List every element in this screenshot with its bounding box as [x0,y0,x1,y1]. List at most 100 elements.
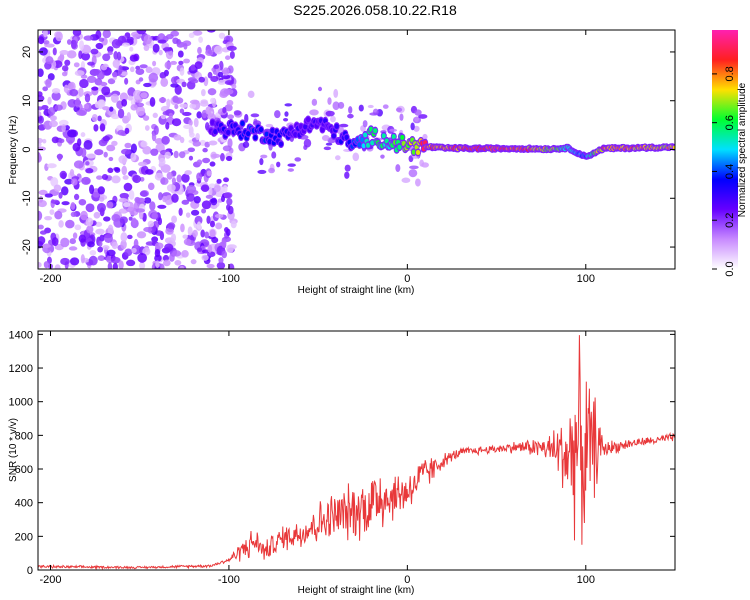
noise-speckle [66,50,77,59]
noise-speckle [61,71,68,77]
noise-speckle [51,237,59,247]
noise-speckle [38,106,44,111]
noise-speckle [123,202,131,208]
noise-speckle [120,232,128,242]
noise-speckle [135,102,145,108]
noise-speckle [90,48,99,55]
noise-speckle [80,254,85,264]
noise-speckle [38,195,43,203]
noise-speckle [118,64,123,75]
noise-speckle [58,192,63,199]
noise-speckle [181,249,189,258]
y-tick-label: 1000 [9,397,33,409]
noise-speckle [380,154,385,159]
noise-speckle [72,142,81,152]
noise-speckle [80,132,86,138]
y-tick-label: 600 [15,464,33,476]
noise-speckle [125,259,136,267]
noise-speckle [199,139,207,147]
noise-speckle [96,71,105,80]
noise-speckle [160,177,169,185]
noise-speckle [59,49,69,55]
noise-speckle [47,107,56,116]
ridge-core [368,126,374,132]
noise-speckle [38,94,45,102]
noise-speckle [70,39,77,49]
noise-speckle [221,239,227,248]
noise-speckle [45,78,52,88]
noise-speckle [158,157,166,167]
noise-speckle [93,124,99,132]
noise-speckle [86,75,97,84]
noise-speckle [133,89,143,100]
ridge-core [400,134,405,141]
noise-speckle [171,118,182,127]
colorbar-tick-label: 0.6 [724,115,736,130]
noise-speckle [205,194,213,199]
noise-speckle [382,104,389,109]
noise-speckle [418,114,428,119]
noise-speckle [103,216,111,222]
y-tick-label: 400 [15,498,33,510]
noise-speckle [358,104,364,112]
noise-speckle [222,67,230,76]
noise-speckle [159,263,165,269]
noise-speckle [206,30,216,33]
noise-speckle [190,259,197,265]
noise-speckle [399,113,404,121]
noise-speckle [321,134,330,142]
noise-speckle [217,71,224,78]
ridge-core [305,116,311,123]
noise-speckle [207,113,216,120]
noise-speckle [143,227,153,233]
noise-speckle [166,171,173,180]
ridge-core [357,142,362,148]
noise-speckle [107,167,114,174]
noise-speckle [222,145,232,152]
noise-speckle [97,255,106,262]
noise-speckle [97,186,105,195]
noise-speckle [347,113,354,119]
noise-speckle [152,43,160,53]
noise-speckle [268,167,276,174]
noise-speckle [192,30,203,36]
snr-x-label: Height of straight line (km) [298,585,415,596]
noise-speckle [207,71,213,79]
noise-speckle [111,175,121,184]
ridge-core [278,141,284,147]
noise-speckle [352,152,360,162]
noise-speckle [225,155,233,162]
noise-speckle [325,110,335,117]
noise-speckle [192,140,202,147]
spectrogram-x-label: Height of straight line (km) [298,285,415,296]
noise-speckle [189,103,197,109]
noise-speckle [129,54,139,62]
noise-speckle [257,169,267,174]
noise-speckle [83,139,93,150]
ridge-core [411,149,416,155]
noise-speckle [86,153,96,159]
noise-speckle [175,97,184,104]
noise-speckle [208,186,213,197]
ridge-core [210,119,215,126]
ridge-core [331,133,337,139]
noise-speckle [327,97,332,105]
noise-speckle [179,265,185,269]
y-tick-label: 1400 [9,329,33,341]
noise-speckle [58,220,64,228]
noise-speckle [207,251,216,258]
noise-speckle [45,56,54,65]
noise-speckle [180,223,185,233]
noise-speckle [58,119,69,127]
noise-speckle [129,66,135,73]
noise-speckle [311,98,318,106]
noise-speckle [230,220,237,229]
noise-speckle [213,184,221,193]
noise-speckle [54,104,63,111]
noise-speckle [408,169,418,178]
noise-speckle [323,146,332,151]
noise-speckle [217,79,226,85]
noise-speckle [227,114,235,120]
noise-speckle [97,202,106,213]
